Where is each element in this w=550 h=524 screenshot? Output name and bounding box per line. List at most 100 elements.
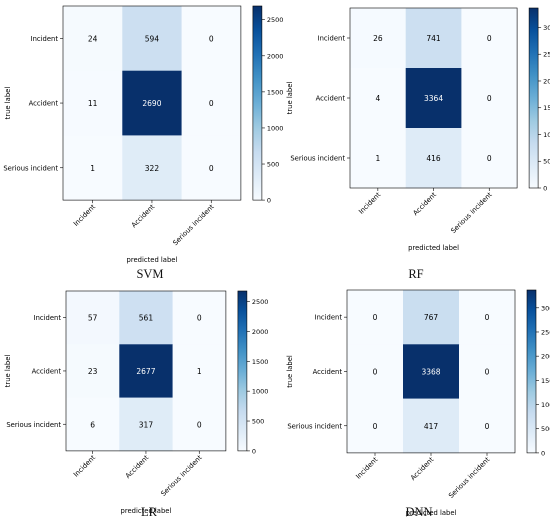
- colorbar-tick-label: 0: [541, 449, 545, 457]
- heatmap-svg: 24 594 0 11 2690 0 1 322 0 Incident Accident Seriou…: [3, 5, 283, 264]
- colorbar: [526, 289, 537, 454]
- cell-value-label: 0: [197, 420, 202, 429]
- y-tick-label: Serious incident: [287, 422, 342, 430]
- y-tick-label: Accident: [29, 100, 59, 108]
- colorbar-tick-label: 1500: [267, 88, 284, 96]
- cell-value-label: 0: [485, 313, 490, 322]
- cell-serious-incident-incident: [347, 398, 404, 454]
- cell-serious-incident-incident: [350, 128, 406, 189]
- cell-serious-incident-accident: [405, 128, 462, 189]
- caption-svm: SVM: [136, 267, 164, 281]
- confusion-matrix-lr: 57 561 0 23 2677 1 6 317 0 Incident Accident Seriou…: [0, 286, 268, 515]
- cell-value-label: 1: [90, 164, 95, 173]
- colorbar-tick-label: 2500: [252, 298, 269, 306]
- cell-accident-incident: [350, 68, 406, 129]
- cell-incident-accident: [119, 291, 173, 345]
- heatmap-svg: 0 767 0 0 3368 0 0 417 0 Incident Accident Serious …: [286, 289, 550, 517]
- cell-value-label: 322: [145, 164, 160, 173]
- cell-value-label: 0: [487, 154, 492, 163]
- x-tick-label: Incident: [72, 453, 97, 478]
- y-tick-label: Incident: [315, 314, 343, 322]
- x-tick-label: Incident: [357, 191, 382, 216]
- cell-incident-serious-incident: [461, 8, 518, 69]
- cell-serious-incident-incident: [66, 397, 120, 452]
- x-axis-label: predicted label: [121, 507, 172, 515]
- cell-serious-incident-incident: [63, 135, 123, 201]
- x-axis-label: predicted label: [408, 244, 459, 252]
- cell-value-label: 6: [90, 420, 95, 429]
- confusion-matrix-svm: 24 594 0 11 2690 0 1 322 0 Incident Accident Seriou…: [0, 2, 283, 264]
- colorbar-tick-label: 500: [541, 425, 550, 433]
- cell-accident-incident: [66, 344, 120, 398]
- x-tick-label: Accident: [130, 203, 157, 230]
- colorbar-tick-label: 2000: [543, 77, 550, 85]
- cell-value-label: 741: [426, 34, 441, 43]
- cell-incident-serious-incident: [172, 291, 227, 345]
- cell-incident-serious-incident: [181, 6, 242, 71]
- cell-value-label: 23: [88, 367, 98, 376]
- colorbar-tick-label: 500: [252, 418, 264, 426]
- confusion-matrix-rf: 26 741 0 4 3364 0 1 416 0 Incident Accident Serious…: [282, 2, 550, 264]
- cell-value-label: 0: [209, 99, 214, 108]
- cell-incident-incident: [350, 8, 406, 69]
- cell-value-label: 3368: [421, 367, 440, 376]
- colorbar-tick-label: 1500: [541, 377, 550, 385]
- cell-value-label: 2677: [136, 367, 155, 376]
- y-axis-label: true label: [286, 82, 294, 115]
- colorbar-tick-label: 0: [252, 447, 256, 455]
- x-tick-label: Serious incident: [171, 203, 216, 248]
- cell-value-label: 416: [426, 154, 441, 163]
- cell-value-label: 0: [485, 422, 490, 431]
- cell-value-label: 767: [424, 313, 439, 322]
- heatmap-svg: 57 561 0 23 2677 1 6 317 0 Incident Accident Seriou…: [4, 290, 268, 515]
- cell-accident-serious-incident: [172, 344, 227, 398]
- x-tick-label: Serious incident: [449, 191, 494, 236]
- colorbar-tick-label: 2500: [543, 51, 550, 59]
- colorbar-tick-label: 500: [267, 161, 279, 169]
- cell-value-label: 1: [375, 154, 380, 163]
- cell-accident-incident: [347, 344, 404, 399]
- cell-value-label: 0: [373, 422, 378, 431]
- y-tick-label: Incident: [318, 35, 346, 43]
- colorbar-tick-label: 2000: [267, 52, 284, 60]
- colorbar: [252, 5, 263, 201]
- cell-value-label: 24: [88, 34, 98, 43]
- cell-value-label: 0: [487, 94, 492, 103]
- x-axis-label: predicted label: [406, 509, 457, 517]
- caption-lr: LR: [141, 505, 157, 519]
- colorbar-tick-label: 2500: [541, 328, 550, 336]
- cell-accident-accident: [405, 68, 462, 129]
- y-tick-label: Serious incident: [6, 421, 61, 429]
- cell-serious-incident-serious-incident: [459, 398, 516, 454]
- cell-value-label: 0: [373, 367, 378, 376]
- colorbar-tick-label: 3000: [543, 24, 550, 32]
- x-tick-label: Accident: [409, 455, 436, 482]
- cell-value-label: 0: [373, 313, 378, 322]
- cell-serious-incident-accident: [119, 397, 173, 452]
- colorbar-tick-label: 1000: [541, 401, 550, 409]
- cell-serious-incident-serious-incident: [181, 135, 242, 201]
- colorbar-tick-label: 1500: [252, 358, 269, 366]
- cell-value-label: 11: [88, 99, 98, 108]
- cell-value-label: 561: [139, 314, 154, 323]
- cell-value-label: 57: [88, 314, 98, 323]
- x-tick-label: Serious incident: [159, 453, 204, 498]
- colorbar: [237, 290, 248, 452]
- cell-value-label: 4: [375, 94, 380, 103]
- heatmap-svg: 26 741 0 4 3364 0 1 416 0 Incident Accident Serious…: [286, 7, 550, 252]
- cell-accident-accident: [122, 70, 182, 136]
- colorbar-tick-label: 2000: [541, 353, 550, 361]
- cell-serious-incident-accident: [403, 398, 460, 454]
- cell-value-label: 26: [373, 34, 383, 43]
- colorbar-tick-label: 2000: [252, 328, 269, 336]
- cell-value-label: 3364: [424, 94, 443, 103]
- colorbar-tick-label: 1000: [252, 388, 269, 396]
- cell-value-label: 0: [197, 314, 202, 323]
- cell-serious-incident-accident: [122, 135, 182, 201]
- y-axis-label: true label: [4, 87, 12, 120]
- cell-value-label: 0: [487, 34, 492, 43]
- caption-dnn: DNN: [405, 505, 433, 519]
- colorbar-tick-label: 1000: [267, 124, 284, 132]
- colorbar: [528, 7, 539, 189]
- x-axis-label: predicted label: [127, 256, 178, 264]
